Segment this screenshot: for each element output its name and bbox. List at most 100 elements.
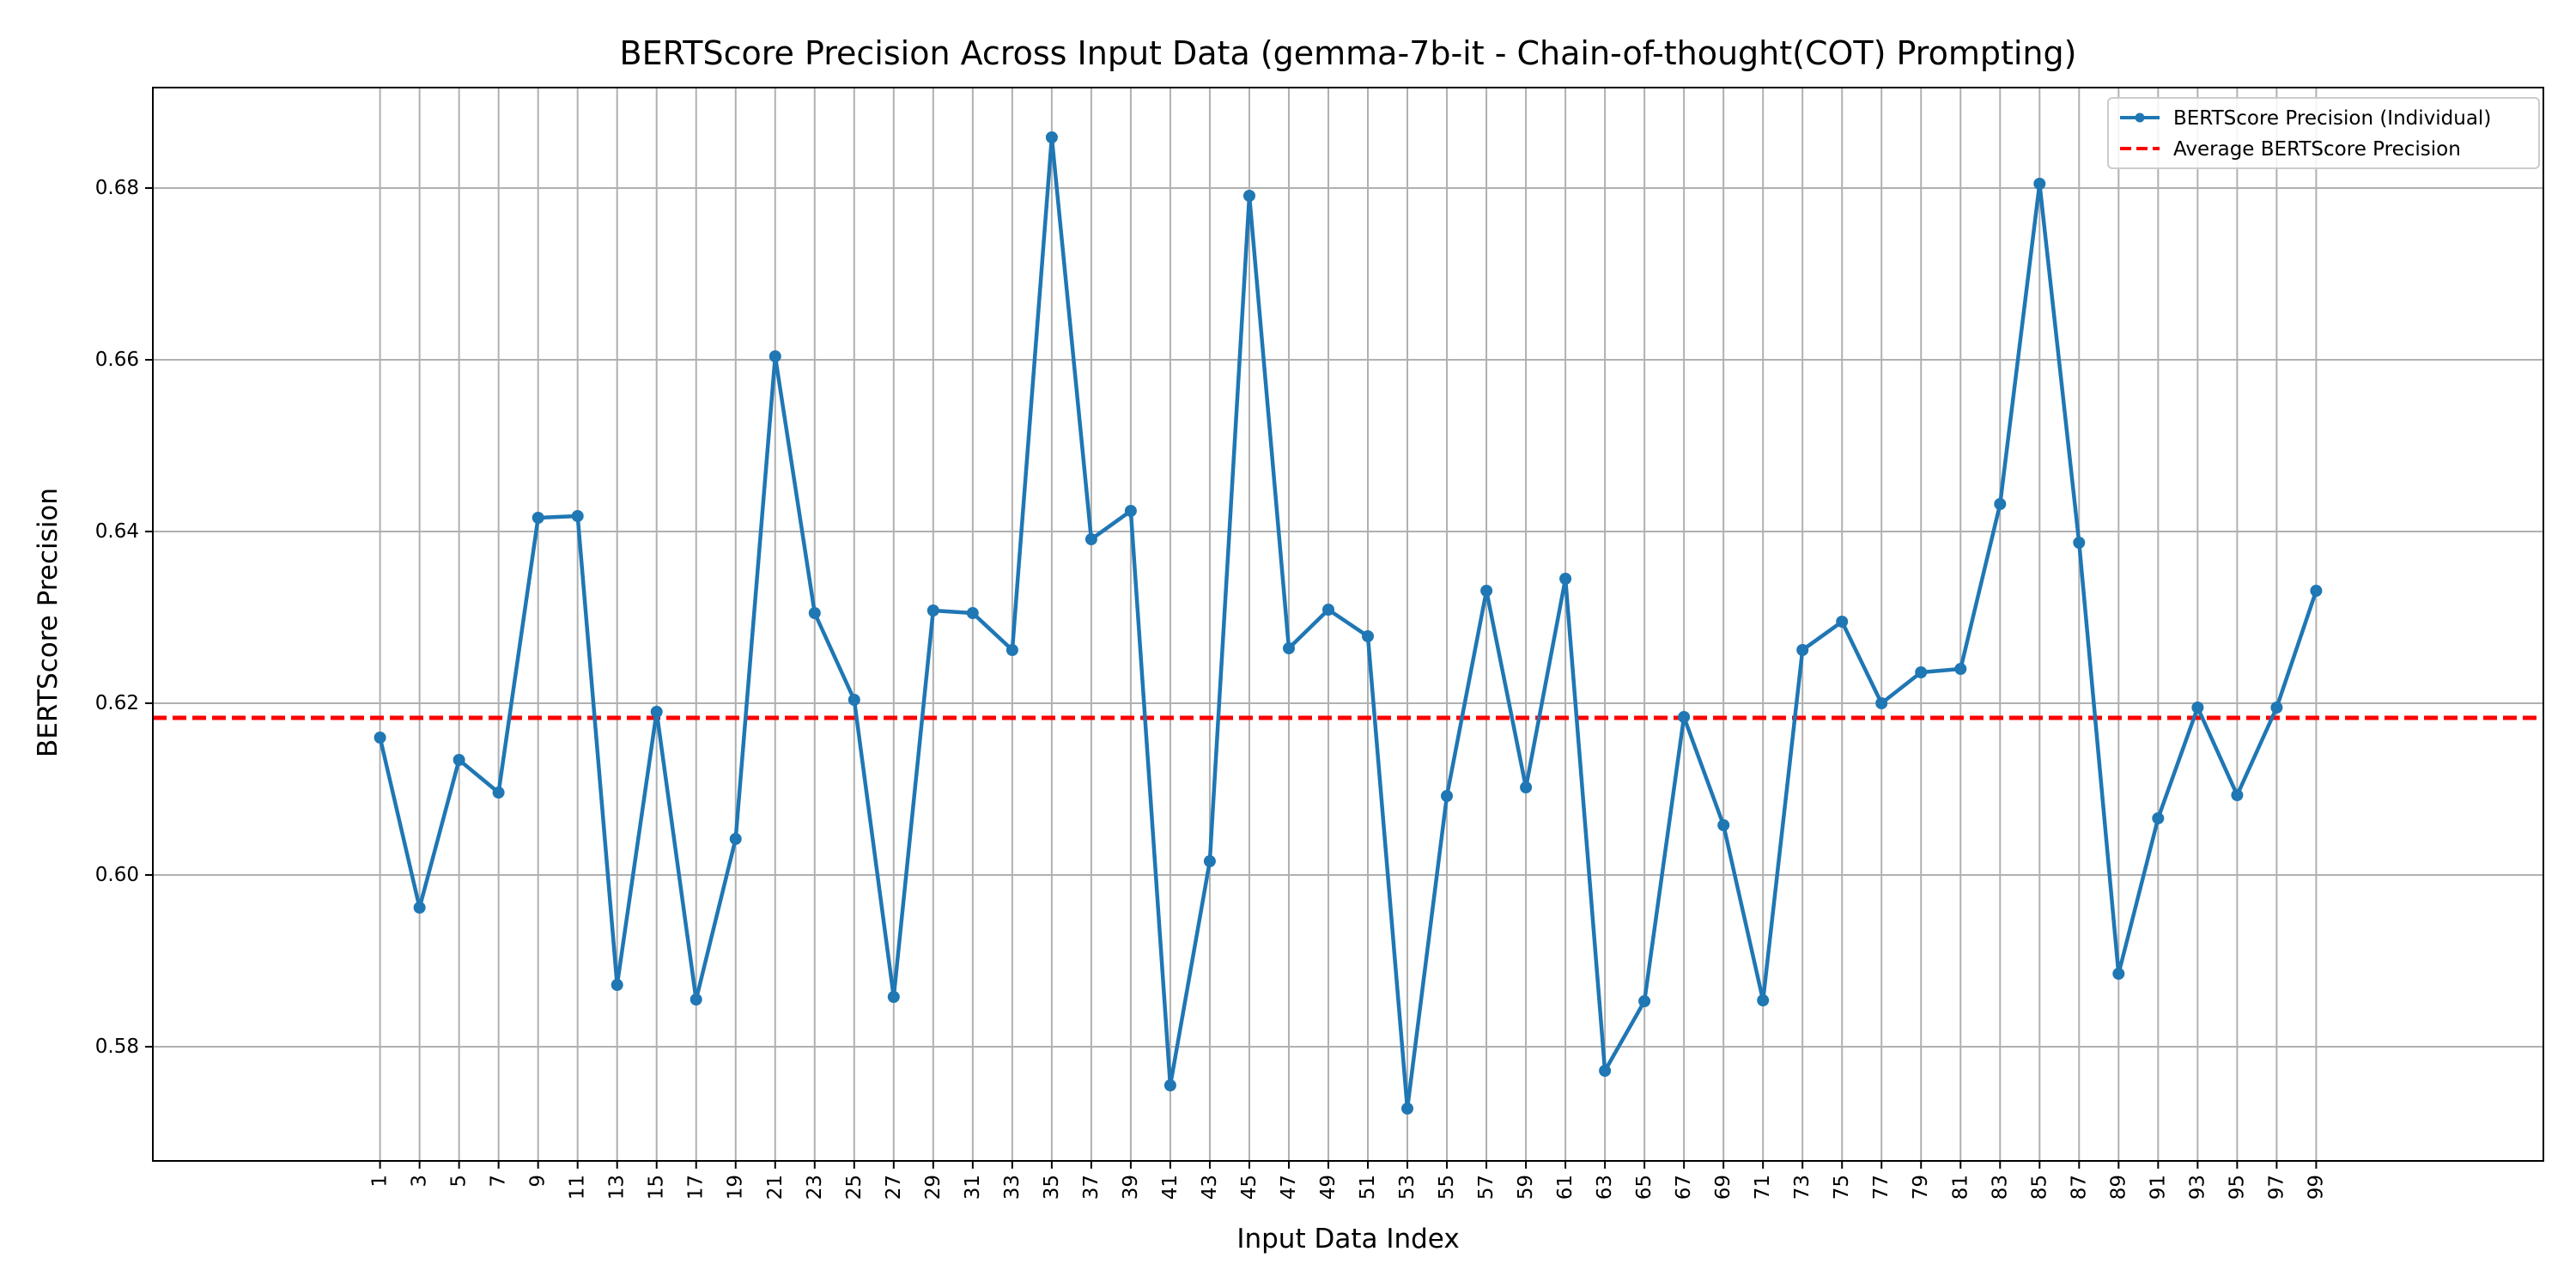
y-tick-label: 0.58 <box>95 1036 139 1058</box>
y-tick-label: 0.62 <box>95 692 139 714</box>
legend-series-marker <box>2135 112 2145 123</box>
x-tick-label: 65 <box>1633 1175 1656 1200</box>
x-tick-label: 27 <box>883 1175 905 1200</box>
data-point <box>1915 666 1928 678</box>
data-point <box>966 607 979 619</box>
data-point <box>848 694 860 706</box>
x-tick-label: 21 <box>764 1175 787 1200</box>
data-point <box>927 605 939 617</box>
data-point <box>1599 1065 1612 1077</box>
data-point <box>1243 190 1255 202</box>
data-point <box>413 902 426 914</box>
x-tick-label: 53 <box>1396 1175 1419 1200</box>
data-point <box>2112 968 2125 980</box>
x-tick-label: 95 <box>2226 1175 2248 1200</box>
data-point <box>1322 604 1334 616</box>
data-point <box>374 732 386 744</box>
chart-title: BERTScore Precision Across Input Data (g… <box>620 34 2077 72</box>
x-axis-label: Input Data Index <box>1236 1224 1459 1255</box>
data-point <box>2310 585 2323 597</box>
data-point <box>2270 702 2283 714</box>
data-point <box>1875 697 1888 709</box>
x-tick-label: 19 <box>725 1175 747 1200</box>
x-tick-label: 41 <box>1159 1175 1182 1200</box>
legend-series-label: BERTScore Precision (Individual) <box>2173 107 2491 130</box>
plot-frame <box>152 87 2544 1162</box>
x-tick-label: 75 <box>1831 1175 1853 1200</box>
x-tick-label: 77 <box>1870 1175 1893 1200</box>
data-point <box>1559 573 1572 585</box>
x-tick-label: 13 <box>606 1175 629 1200</box>
data-point <box>571 510 584 522</box>
x-tick-label: 5 <box>448 1175 471 1188</box>
x-tick-label: 63 <box>1594 1175 1616 1200</box>
x-tick-label: 83 <box>1989 1175 2011 1200</box>
x-tick-label: 97 <box>2265 1175 2287 1200</box>
x-tick-label: 99 <box>2305 1175 2327 1200</box>
x-tick-label: 23 <box>804 1175 826 1200</box>
data-point <box>1994 498 2007 510</box>
data-point <box>1362 630 1374 642</box>
x-tick-label: 51 <box>1357 1175 1379 1200</box>
data-point <box>2231 789 2244 801</box>
data-point <box>690 993 702 1005</box>
x-tick-label: 15 <box>646 1175 668 1200</box>
x-tick-label: 29 <box>922 1175 945 1200</box>
data-point <box>2191 702 2204 714</box>
data-point <box>1954 663 1967 675</box>
data-point <box>729 833 742 845</box>
x-tick-label: 79 <box>1910 1175 1932 1200</box>
y-tick-label: 0.64 <box>95 520 139 543</box>
data-point <box>1084 533 1097 545</box>
data-point <box>1124 505 1137 517</box>
data-point <box>1717 819 1730 831</box>
y-tick-label: 0.66 <box>95 349 139 371</box>
x-tick-label: 89 <box>2107 1175 2129 1200</box>
data-point <box>1203 855 1216 867</box>
data-point <box>2152 812 2165 824</box>
data-point <box>532 512 544 524</box>
x-tick-label: 11 <box>567 1175 589 1200</box>
data-point <box>453 754 465 766</box>
data-point <box>1480 585 1493 597</box>
data-point <box>1796 644 1809 656</box>
x-tick-label: 71 <box>1752 1175 1774 1200</box>
x-tick-label: 69 <box>1712 1175 1735 1200</box>
x-tick-label: 81 <box>1949 1175 1971 1200</box>
x-tick-label: 91 <box>2147 1175 2169 1200</box>
x-tick-label: 7 <box>488 1175 510 1188</box>
y-axis-ticks: 0.58 0.60 0.62 0.64 0.66 0.68 <box>95 177 153 1058</box>
data-point <box>1520 781 1533 793</box>
x-tick-label: 61 <box>1554 1175 1577 1200</box>
legend: BERTScore Precision (Individual) Average… <box>2107 97 2540 169</box>
x-tick-label: 1 <box>369 1175 392 1188</box>
x-tick-label: 67 <box>1673 1175 1695 1200</box>
data-point <box>887 991 900 1003</box>
data-point <box>808 607 821 619</box>
x-tick-label: 45 <box>1238 1175 1261 1200</box>
y-axis-label: BERTScore Precision <box>33 488 64 757</box>
x-tick-label: 17 <box>685 1175 708 1200</box>
data-point <box>492 787 505 799</box>
series-line <box>378 135 2318 1111</box>
data-point <box>1283 642 1295 654</box>
data-point <box>1005 644 1018 656</box>
series-layer <box>374 131 2323 1115</box>
x-tick-label: 37 <box>1080 1175 1103 1200</box>
x-tick-label: 55 <box>1436 1175 1458 1200</box>
data-point <box>1757 994 1770 1006</box>
data-point <box>769 350 781 362</box>
x-tick-label: 73 <box>1791 1175 1814 1200</box>
x-tick-label: 31 <box>962 1175 984 1200</box>
data-point <box>2073 537 2086 549</box>
x-tick-label: 87 <box>2068 1175 2090 1200</box>
x-tick-label: 39 <box>1120 1175 1142 1200</box>
x-tick-label: 49 <box>1317 1175 1340 1200</box>
x-tick-label: 59 <box>1515 1175 1537 1200</box>
legend-average-label: Average BERTScore Precision <box>2173 138 2461 161</box>
x-tick-label: 35 <box>1041 1175 1063 1200</box>
x-tick-label: 85 <box>2028 1175 2050 1200</box>
data-point <box>1163 1079 1176 1091</box>
data-point <box>1836 616 1849 628</box>
